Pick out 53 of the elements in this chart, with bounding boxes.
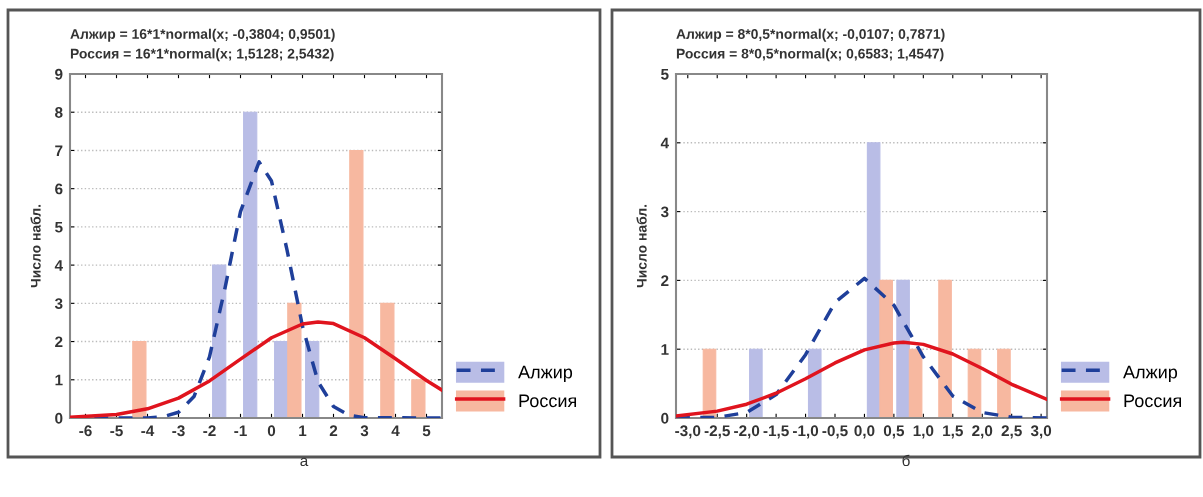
- x-tick-label: -1: [234, 425, 247, 437]
- x-tick-label: 2: [329, 425, 338, 437]
- legend-label: Алжир: [518, 365, 573, 383]
- y-tick-label: 0: [661, 412, 669, 424]
- x-tick-label: -5: [110, 425, 123, 437]
- legend-label: Россия: [1124, 394, 1181, 408]
- x-tick-label: 3,0: [1030, 425, 1052, 439]
- x-tick-label: -2,0: [734, 425, 760, 439]
- x-tick-label: 0,0: [854, 425, 875, 439]
- y-tick-label: 4: [660, 137, 669, 149]
- y-tick-label: 1: [55, 374, 63, 386]
- y-tick-label: 6: [55, 183, 63, 195]
- y-tick-label: 0: [55, 412, 63, 424]
- chart-subtitle: Россия = 8*0,5*normal(x; 0,6583; 1,4547): [676, 48, 944, 62]
- legend-label: Россия: [519, 394, 577, 408]
- text: б: [902, 454, 910, 467]
- x-tick-label: -1,0: [792, 425, 819, 439]
- x-tick-label: 2,0: [972, 425, 993, 439]
- x-tick-label: 0,5: [883, 425, 905, 439]
- x-tick-label: 3: [360, 425, 369, 437]
- y-tick-label: 4: [54, 260, 63, 271]
- y-tick-label: 9: [55, 68, 63, 80]
- x-tick-label: -2,5: [704, 425, 730, 439]
- y-axis-title: Число набл.: [30, 204, 41, 288]
- y-tick-label: 3: [54, 298, 63, 310]
- y-tick-label: 7: [55, 145, 63, 156]
- y-tick-label: 5: [55, 221, 63, 233]
- x-tick-label: 1,5: [943, 425, 963, 439]
- y-tick-label: 2: [661, 275, 669, 286]
- y-tick-label: 2: [55, 336, 63, 348]
- chart-subtitle: Россия = 16*1*normal(x; 1,5128; 2,5432): [70, 48, 334, 62]
- x-tick-label: -0,5: [822, 425, 848, 439]
- chart-title: Алжир = 8*0,5*normal(x; -0,0107; 0,7871): [676, 28, 945, 42]
- y-tick-label: 5: [661, 69, 669, 80]
- y-tick-label: 8: [55, 107, 63, 118]
- y-tick-label: 3: [660, 206, 669, 218]
- x-tick-label: -2: [203, 425, 216, 437]
- y-axis-title: Число набл.: [636, 204, 647, 288]
- legend-label: Алжир: [1123, 365, 1178, 383]
- text: а: [300, 457, 309, 467]
- x-tick-label: 1: [299, 425, 307, 437]
- x-tick-label: 1,0: [913, 425, 934, 439]
- y-tick-label: 1: [661, 344, 669, 355]
- chart-title: Алжир = 16*1*normal(x; -0,3804; 0,9501): [70, 28, 335, 42]
- x-tick-label: -1,5: [763, 425, 789, 439]
- x-tick-label: 0: [267, 425, 276, 437]
- x-tick-label: -3,0: [675, 425, 701, 439]
- x-tick-label: -3: [172, 425, 185, 437]
- x-tick-label: -6: [79, 425, 92, 437]
- x-tick-label: -4: [141, 425, 155, 437]
- x-tick-label: 2,5: [1001, 425, 1022, 439]
- x-tick-label: 5: [422, 425, 431, 437]
- x-tick-label: 4: [391, 425, 400, 437]
